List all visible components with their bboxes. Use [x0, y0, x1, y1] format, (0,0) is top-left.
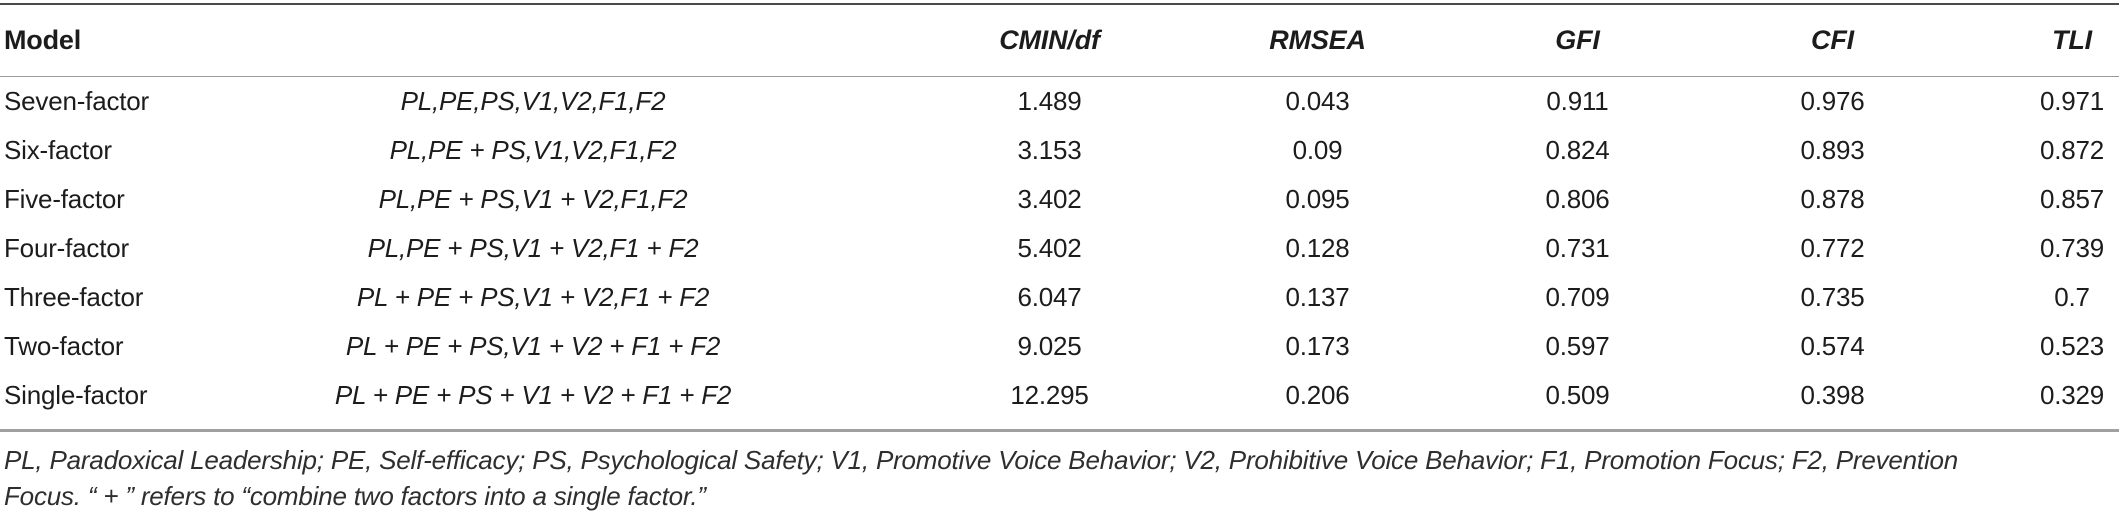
model-name-cell: Five-factor [4, 184, 125, 214]
rmsea-cell: 0.128 [1285, 233, 1350, 263]
gfi-cell: 0.806 [1545, 184, 1610, 214]
gfi-cell: 0.597 [1545, 331, 1610, 361]
table-row: Five-factor PL,PE + PS,V1 + V2,F1,F2 3.4… [0, 175, 2119, 224]
table-row: Three-factor PL + PE + PS,V1 + V2,F1 + F… [0, 273, 2119, 322]
factor-structure-cell: PL + PE + PS,V1 + V2,F1 + F2 [356, 282, 710, 312]
table-row: Single-factor PL + PE + PS + V1 + V2 + F… [0, 371, 2119, 431]
tli-cell: 0.329 [2039, 380, 2105, 410]
model-name-cell: Seven-factor [4, 86, 150, 116]
col-header-cmin-df: CMIN/df [919, 4, 1180, 77]
rmsea-cell: 0.173 [1285, 331, 1350, 361]
table-row: Four-factor PL,PE + PS,V1 + V2,F1 + F2 5… [0, 224, 2119, 273]
col-header-gfi: GFI [1455, 4, 1700, 77]
col-header-rmsea: RMSEA [1180, 4, 1455, 77]
model-name-cell: Two-factor [4, 331, 124, 361]
factor-structure-cell: PL,PE + PS,V1 + V2,F1 + F2 [367, 233, 699, 263]
cfi-cell: 0.878 [1800, 184, 1865, 214]
cfi-cell: 0.398 [1800, 380, 1865, 410]
cmin-df-cell: 3.402 [1017, 184, 1082, 214]
tli-cell: 0.872 [2039, 135, 2105, 165]
gfi-cell: 0.709 [1545, 282, 1610, 312]
cfi-cell: 0.893 [1800, 135, 1865, 165]
rmsea-cell: 0.137 [1285, 282, 1350, 312]
tli-cell: 0.857 [2039, 184, 2105, 214]
rmsea-cell: 0.095 [1285, 184, 1350, 214]
gfi-cell: 0.509 [1545, 380, 1610, 410]
cmin-df-cell: 1.489 [1017, 86, 1082, 116]
model-name-cell: Six-factor [4, 135, 112, 165]
rmsea-cell: 0.206 [1285, 380, 1350, 410]
col-header-cfi: CFI [1700, 4, 1965, 77]
factor-structure-cell: PL + PE + PS + V1 + V2 + F1 + F2 [334, 380, 732, 410]
cmin-df-cell: 3.153 [1017, 135, 1082, 165]
cfi-cell: 0.772 [1800, 233, 1865, 263]
tli-cell: 0.971 [2039, 86, 2105, 116]
model-name-cell: Three-factor [4, 282, 144, 312]
cfi-cell: 0.574 [1800, 331, 1865, 361]
header-row: Model CMIN/df RMSEA GFI CFI TLI [0, 4, 2119, 77]
model-name-cell: Single-factor [4, 380, 148, 410]
factor-structure-cell: PL,PE + PS,V1,V2,F1,F2 [389, 135, 677, 165]
model-fit-table: Model CMIN/df RMSEA GFI CFI TLI Seven-fa… [0, 3, 2119, 432]
rmsea-cell: 0.043 [1285, 86, 1350, 116]
tli-cell: 0.523 [2039, 331, 2105, 361]
table-row: Seven-factor PL,PE,PS,V1,V2,F1,F2 1.489 … [0, 77, 2119, 127]
col-header-factors [147, 4, 919, 77]
table-row: Six-factor PL,PE + PS,V1,V2,F1,F2 3.153 … [0, 126, 2119, 175]
cmin-df-cell: 12.295 [1010, 380, 1089, 410]
gfi-cell: 0.731 [1545, 233, 1610, 263]
gfi-cell: 0.824 [1545, 135, 1610, 165]
footnote-line-1: PL, Paradoxical Leadership; PE, Self-eff… [4, 445, 1959, 475]
col-header-model: Model [0, 4, 147, 77]
factor-structure-cell: PL,PE + PS,V1 + V2,F1,F2 [378, 184, 688, 214]
cmin-df-cell: 5.402 [1017, 233, 1082, 263]
tli-cell: 0.739 [2039, 233, 2105, 263]
model-name-cell: Four-factor [4, 233, 129, 263]
table-row: Two-factor PL + PE + PS,V1 + V2 + F1 + F… [0, 322, 2119, 371]
rmsea-cell: 0.09 [1292, 135, 1343, 165]
footnote-line-2: Focus. “ + ” refers to “combine two fact… [4, 481, 706, 511]
tli-cell: 0.7 [2054, 282, 2090, 312]
cmin-df-cell: 9.025 [1017, 331, 1082, 361]
cfi-cell: 0.735 [1800, 282, 1865, 312]
factor-structure-cell: PL,PE,PS,V1,V2,F1,F2 [400, 86, 666, 116]
cmin-df-cell: 6.047 [1017, 282, 1082, 312]
gfi-cell: 0.911 [1546, 86, 1609, 116]
cfi-cell: 0.976 [1800, 86, 1865, 116]
factor-structure-cell: PL + PE + PS,V1 + V2 + F1 + F2 [345, 331, 721, 361]
col-header-tli: TLI [1965, 4, 2119, 77]
table-footnote: PL, Paradoxical Leadership; PE, Self-eff… [0, 442, 2119, 514]
